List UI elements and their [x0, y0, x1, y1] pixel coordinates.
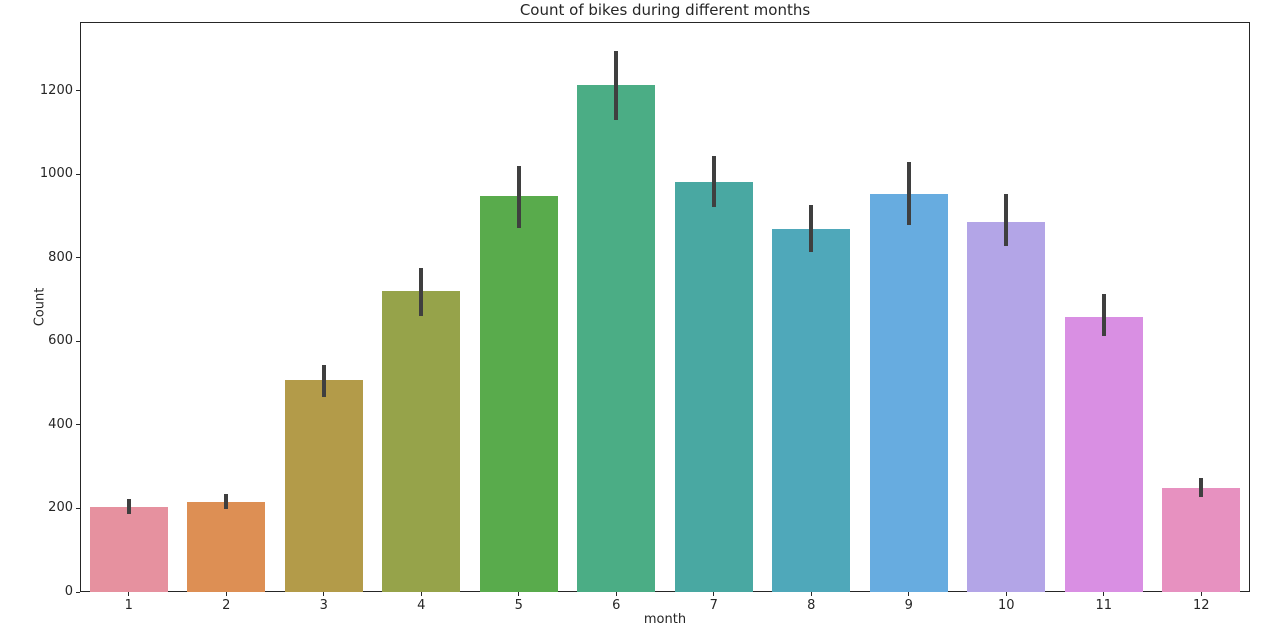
- y-tick-mark: [76, 340, 80, 342]
- x-tick-mark: [128, 592, 130, 596]
- x-tick-label: 5: [514, 598, 523, 613]
- x-tick-label: 8: [807, 598, 816, 613]
- bar-month-4: [382, 290, 461, 592]
- bar-month-8: [772, 228, 851, 592]
- x-tick-label: 2: [222, 598, 231, 613]
- x-tick-label: 6: [612, 598, 621, 613]
- y-tick-mark: [76, 507, 80, 509]
- x-tick-mark: [1103, 592, 1105, 596]
- bar-month-2: [187, 501, 266, 592]
- bar-month-1: [89, 506, 168, 592]
- error-bar-month-8: [809, 204, 814, 253]
- y-tick-mark: [76, 90, 80, 92]
- bar-month-11: [1064, 316, 1143, 592]
- x-tick-label: 3: [319, 598, 328, 613]
- error-bar-month-9: [906, 162, 911, 225]
- chart-title: Count of bikes during different months: [519, 1, 811, 19]
- y-tick-label: 0: [64, 584, 73, 599]
- error-bar-month-10: [1004, 194, 1009, 247]
- y-tick-mark: [76, 591, 80, 593]
- y-tick-label: 800: [48, 249, 73, 265]
- bar-month-5: [479, 196, 558, 592]
- x-tick-mark: [420, 592, 422, 596]
- error-bar-month-12: [1199, 478, 1204, 498]
- x-tick-label: 9: [904, 598, 913, 613]
- error-bar-month-5: [516, 166, 521, 229]
- x-tick-mark: [810, 592, 812, 596]
- x-tick-mark: [518, 592, 520, 596]
- y-tick-mark: [76, 257, 80, 259]
- error-bar-month-7: [711, 155, 716, 207]
- y-tick-label: 200: [48, 500, 73, 516]
- x-tick-mark: [323, 592, 325, 596]
- x-tick-label: 1: [124, 598, 133, 613]
- x-tick-label: 4: [417, 598, 426, 613]
- bar-month-6: [577, 84, 656, 592]
- y-tick-label: 1200: [39, 82, 73, 98]
- y-tick-label: 1000: [39, 166, 73, 182]
- error-bar-month-2: [224, 494, 229, 510]
- bar-month-3: [284, 379, 363, 592]
- bar-month-9: [869, 193, 948, 592]
- x-tick-mark: [1200, 592, 1202, 596]
- x-tick-label: 10: [997, 598, 1015, 613]
- y-axis-label-text: Count: [32, 287, 48, 327]
- x-tick-label: 11: [1095, 598, 1113, 613]
- y-tick-label: 400: [48, 416, 73, 432]
- x-tick-mark: [908, 592, 910, 596]
- plot-area: [80, 22, 1250, 592]
- x-tick-mark: [225, 592, 227, 596]
- x-tick-mark: [615, 592, 617, 596]
- error-bar-month-3: [321, 364, 326, 397]
- error-bar-month-1: [126, 499, 131, 515]
- x-tick-label: 7: [709, 598, 718, 613]
- x-axis-label: month: [643, 612, 687, 627]
- error-bar-month-4: [419, 267, 424, 317]
- x-tick-mark: [1005, 592, 1007, 596]
- x-tick-label: 12: [1192, 598, 1210, 613]
- bar-month-10: [967, 221, 1046, 592]
- y-tick-mark: [76, 173, 80, 175]
- bar-month-7: [674, 181, 753, 592]
- error-bar-month-11: [1101, 294, 1106, 337]
- bar-month-12: [1162, 487, 1241, 592]
- error-bar-month-6: [614, 51, 619, 121]
- x-tick-mark: [713, 592, 715, 596]
- y-tick-label: 600: [48, 333, 73, 349]
- y-tick-mark: [76, 424, 80, 426]
